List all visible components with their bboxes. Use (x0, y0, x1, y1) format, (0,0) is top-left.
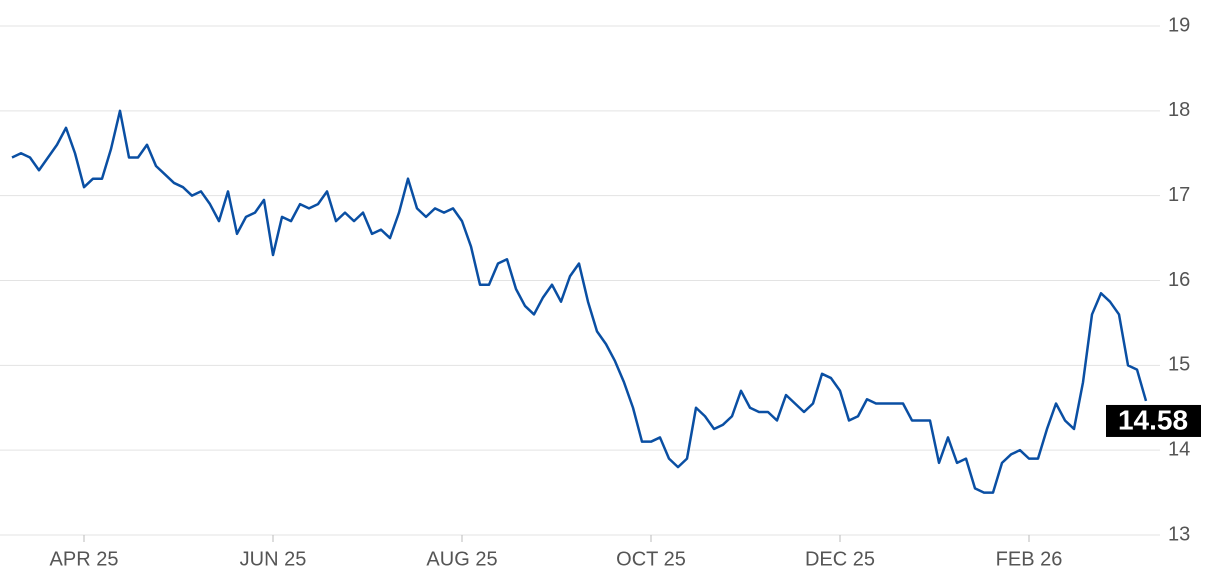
badge-bg (1106, 404, 1201, 437)
y-tick-label: 19 (1168, 14, 1190, 36)
x-tick-label: JUN 25 (240, 548, 307, 570)
y-tick-label: 14 (1168, 438, 1190, 460)
y-tick-label: 16 (1168, 269, 1190, 291)
y-tick-label: 15 (1168, 354, 1190, 376)
y-tick-label: 18 (1168, 99, 1190, 121)
y-tick-label: 17 (1168, 184, 1190, 206)
x-tick-label: AUG 25 (426, 548, 497, 570)
last-value-label: 14.58 (1118, 404, 1188, 435)
x-tick-label: OCT 25 (616, 548, 686, 570)
x-tick-label: APR 25 (50, 548, 119, 570)
last-value-badge: 14.58 (1106, 404, 1201, 437)
x-tick-label: FEB 26 (996, 548, 1063, 570)
y-tick-label: 13 (1168, 523, 1190, 545)
x-tick-label: DEC 25 (805, 548, 875, 570)
price-line (11, 109, 1148, 494)
